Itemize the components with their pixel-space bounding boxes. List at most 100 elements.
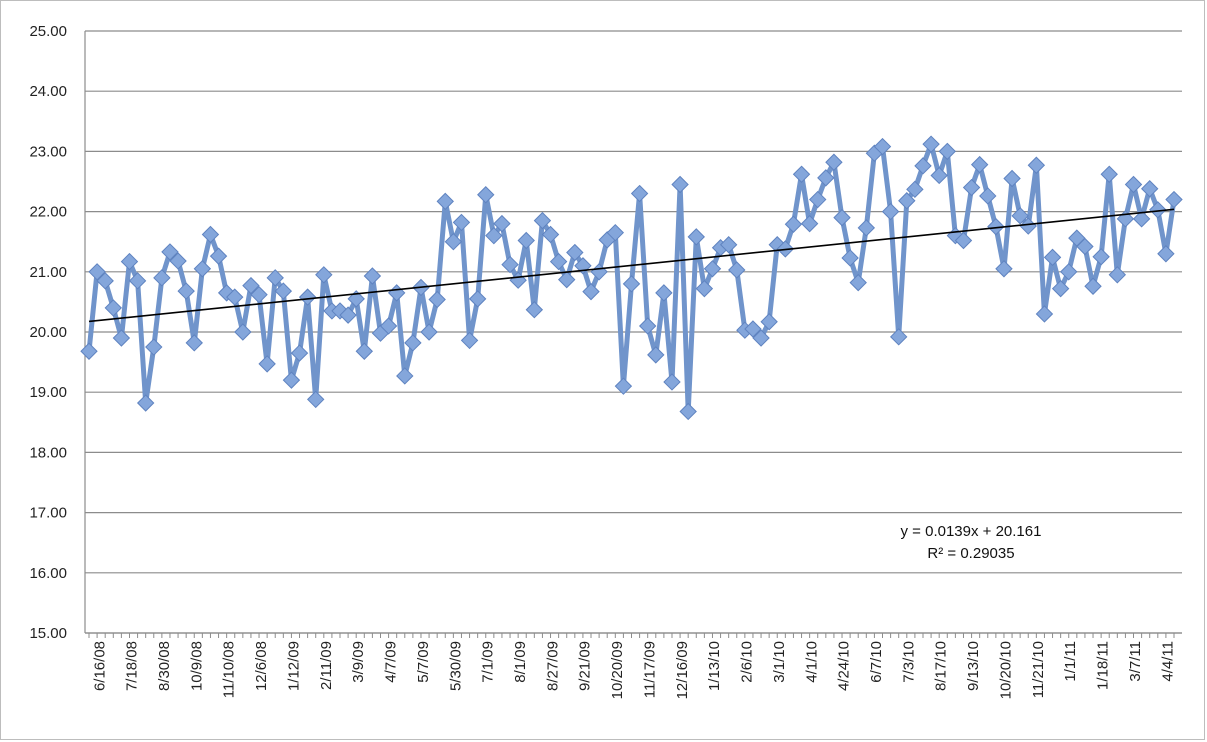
x-tick-label: 10/20/10: [997, 641, 1014, 699]
data-point: [1084, 277, 1102, 295]
x-tick-label: 6/7/10: [868, 641, 885, 683]
data-point: [250, 285, 268, 304]
data-point: [590, 263, 608, 281]
data-point: [922, 135, 940, 153]
data-point: [363, 267, 382, 285]
x-tick-label: 8/30/08: [156, 641, 173, 691]
data-point: [614, 377, 633, 395]
data-point: [792, 165, 811, 183]
data-point: [169, 252, 187, 270]
data-point: [825, 153, 843, 171]
data-point: [209, 247, 228, 265]
data-point: [501, 255, 519, 274]
data-point: [857, 219, 876, 237]
data-point: [444, 232, 463, 251]
x-tick-label: 1/18/11: [1095, 641, 1112, 690]
data-point: [930, 166, 948, 185]
x-tick-label: 4/1/10: [803, 641, 820, 683]
data-point: [582, 282, 600, 301]
data-point: [80, 342, 98, 360]
data-point: [290, 344, 309, 362]
data-point: [1003, 169, 1021, 188]
data-point: [477, 186, 495, 204]
y-tick-label: 21.00: [29, 264, 67, 281]
data-point: [112, 329, 131, 347]
y-tick-label: 25.00: [29, 23, 67, 40]
data-point: [266, 269, 284, 287]
data-point: [452, 213, 471, 232]
data-point: [1132, 210, 1151, 228]
data-point: [185, 334, 203, 352]
x-tick-label: 7/3/10: [900, 641, 917, 683]
data-point: [849, 273, 867, 292]
data-point: [234, 323, 252, 341]
x-tick-label: 10/9/08: [188, 641, 205, 691]
x-tick-label: 4/7/09: [383, 641, 400, 683]
data-point: [525, 301, 544, 319]
x-tick-label: 4/24/10: [836, 641, 853, 691]
data-point: [177, 282, 195, 300]
data-point: [436, 192, 454, 211]
data-point: [1011, 207, 1029, 225]
trendline-r-squared: R² = 0.29035: [927, 545, 1014, 562]
data-point: [485, 226, 503, 245]
x-tick-label: 4/4/11: [1159, 641, 1176, 682]
y-tick-labels: 15.00 16.00 17.00 18.00 19.00 20.00 21.00 22.00…: [29, 23, 67, 642]
data-point: [549, 252, 568, 271]
x-tick-label: 9/13/10: [965, 641, 982, 691]
data-point: [687, 228, 705, 246]
y-tick-label: 19.00: [29, 384, 67, 401]
x-tick-label: 5/30/09: [447, 641, 464, 691]
data-point: [339, 306, 357, 324]
data-point: [1157, 245, 1175, 263]
data-point: [1100, 165, 1118, 183]
data-point: [566, 243, 584, 262]
data-point: [630, 184, 649, 203]
data-point: [1051, 279, 1070, 298]
data-point: [979, 187, 997, 205]
data-point: [136, 394, 155, 412]
y-tick-label: 17.00: [29, 505, 67, 522]
data-point: [541, 225, 560, 244]
data-point: [833, 208, 851, 227]
data-point: [760, 313, 778, 331]
data-point: [962, 178, 981, 197]
data-point: [104, 299, 122, 317]
data-point: [1108, 266, 1127, 284]
x-tick-label: 5/7/09: [415, 641, 432, 683]
x-tick-label: 2/6/10: [739, 641, 756, 683]
y-tick-label: 22.00: [29, 204, 67, 221]
data-point: [703, 260, 722, 278]
x-tick-label: 3/1/10: [771, 641, 788, 683]
data-point: [1165, 190, 1183, 209]
data-point: [744, 320, 762, 338]
series: [80, 135, 1183, 421]
data-point: [647, 346, 665, 364]
data-point: [606, 223, 625, 242]
data-point: [938, 142, 956, 161]
x-tick-label: 12/16/09: [674, 641, 691, 699]
data-point: [881, 202, 900, 221]
data-point: [1076, 237, 1094, 256]
data-point: [817, 169, 835, 187]
data-point: [995, 260, 1013, 278]
x-tick-label: 11/10/08: [221, 641, 238, 698]
x-tick-label: 10/20/09: [609, 641, 626, 699]
x-tick-label: 1/12/09: [285, 641, 302, 691]
trendline-equation: y = 0.0139x + 20.161: [901, 523, 1042, 540]
x-tick-label: 3/7/11: [1127, 641, 1144, 682]
data-point: [420, 323, 438, 341]
data-point: [274, 282, 293, 300]
data-point: [1124, 175, 1143, 194]
trendline: [88, 208, 1175, 323]
data-point: [96, 272, 114, 290]
data-point: [906, 180, 924, 199]
y-tick-label: 18.00: [29, 444, 67, 461]
x-tick-label: 6/16/08: [91, 641, 108, 691]
data-point: [193, 260, 212, 278]
data-point: [752, 329, 770, 347]
data-point: [873, 137, 892, 156]
data-point: [1141, 180, 1159, 198]
